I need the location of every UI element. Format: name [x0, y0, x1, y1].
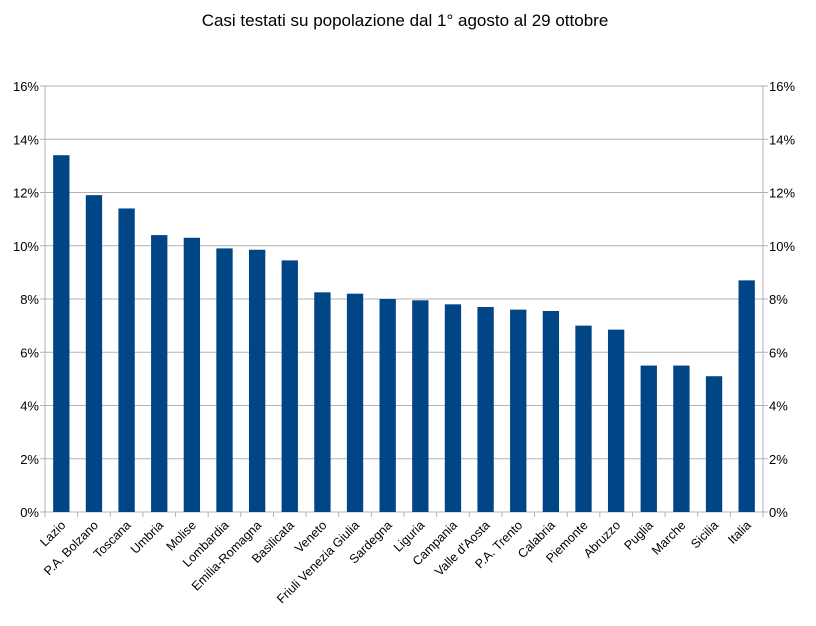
bar: [183, 237, 201, 512]
bar: [607, 329, 625, 512]
y-tick-label-right: 12%: [769, 186, 795, 201]
x-tick-label: Marche: [649, 518, 688, 557]
y-tick-label-right: 4%: [769, 399, 788, 414]
y-tick-label-right: 14%: [769, 132, 795, 147]
x-tick-label: Sicilia: [688, 518, 721, 551]
bar: [575, 325, 592, 512]
bar: [444, 304, 462, 512]
y-axis-left: 0% 2% 4% 6% 8% 10% 12% 14% 16%: [13, 79, 45, 520]
bar: [673, 365, 690, 512]
y-axis-right: 0% 2% 4% 6% 8% 10% 12% 14% 16%: [763, 79, 795, 520]
y-tick-label-left: 14%: [13, 132, 39, 147]
bar: [705, 376, 723, 512]
y-tick-label-left: 6%: [20, 345, 39, 360]
y-tick-label-right: 8%: [769, 292, 788, 307]
bar: [510, 309, 527, 512]
bar: [640, 365, 657, 512]
y-tick-label-right: 2%: [769, 452, 788, 467]
bar: [542, 310, 560, 512]
y-tick-label-left: 0%: [20, 505, 39, 520]
x-tick-label: Italia: [725, 518, 754, 547]
y-tick-label-right: 10%: [769, 239, 795, 254]
y-tick-label-left: 4%: [20, 399, 39, 414]
y-tick-label-left: 2%: [20, 452, 39, 467]
bar: [379, 299, 396, 512]
bar: [281, 260, 298, 512]
bar: [738, 280, 755, 512]
chart-title: Casi testati su popolazione dal 1° agost…: [202, 11, 609, 30]
bar: [216, 248, 233, 512]
y-tick-label-left: 8%: [20, 292, 39, 307]
bars: [53, 155, 755, 512]
bar: [412, 300, 429, 512]
y-tick-label-left: 12%: [13, 186, 39, 201]
bar: [53, 155, 70, 512]
bar: [314, 292, 331, 512]
bar: [346, 293, 364, 512]
bar: [85, 195, 103, 512]
y-tick-label-right: 6%: [769, 345, 788, 360]
y-tick-label-right: 0%: [769, 505, 788, 520]
y-tick-label-left: 10%: [13, 239, 39, 254]
x-tick-label: Umbria: [128, 518, 166, 556]
bar: [151, 235, 168, 512]
bar: [118, 208, 135, 512]
y-tick-label-right: 16%: [769, 79, 795, 94]
y-tick-label-left: 16%: [13, 79, 39, 94]
bar: [477, 306, 494, 512]
x-tick-label: Abruzzo: [581, 518, 623, 560]
bar: [248, 249, 266, 512]
